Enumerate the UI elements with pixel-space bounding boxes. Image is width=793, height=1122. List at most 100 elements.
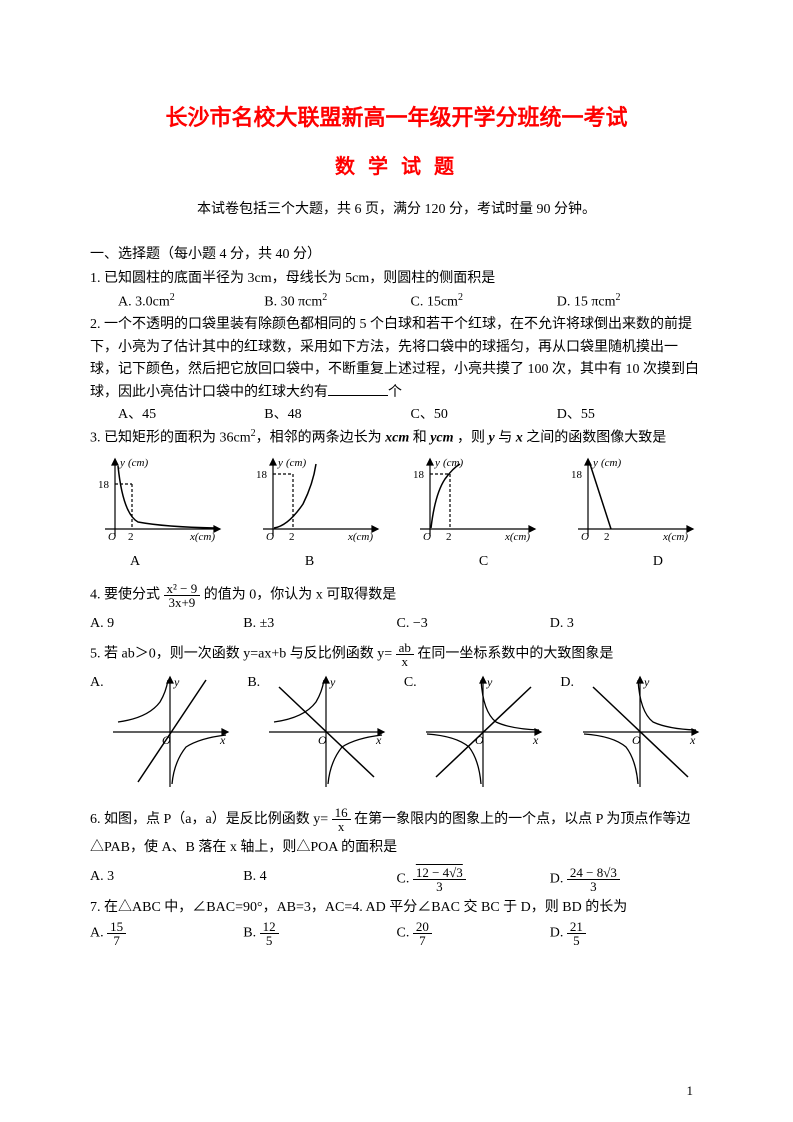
exam-title: 长沙市名校大联盟新高一年级开学分班统一考试 [90, 100, 703, 135]
q3-graph-labels: A B C D [90, 551, 703, 573]
svg-text:18: 18 [98, 479, 110, 491]
fraction-icon: x² − 9 3x+9 [164, 582, 201, 609]
svg-text:O: O [581, 531, 589, 543]
chart-icon: y O x [421, 672, 546, 792]
svg-text:O: O [162, 733, 171, 747]
q7-opt-b: B. 125 [243, 920, 396, 947]
svg-text:18: 18 [571, 469, 583, 481]
q3-graph-c: y(cm) 18 O 2 x(cm) [405, 454, 545, 549]
label-b: B [305, 551, 314, 573]
q7-opt-a: A. 157 [90, 920, 243, 947]
chart-icon: y O x [578, 672, 703, 792]
q2-opt-c: C、50 [411, 404, 557, 426]
q2-opt-a: A、45 [118, 404, 264, 426]
svg-text:(cm): (cm) [443, 457, 463, 469]
label-a: A [130, 551, 140, 573]
fraction-icon: 125 [260, 920, 279, 947]
svg-text:18: 18 [256, 469, 268, 481]
q4-options: A. 9 B. ±3 C. −3 D. 3 [90, 613, 703, 635]
svg-text:(cm): (cm) [286, 457, 306, 469]
q3-graph-b: y(cm) 18 O 2 x(cm) [248, 454, 388, 549]
svg-text:y: y [643, 675, 650, 689]
q5-graph-d: D. y O x [560, 672, 703, 792]
svg-text:O: O [108, 531, 116, 543]
svg-text:x: x [532, 733, 539, 747]
q4-opt-c: C. −3 [397, 613, 550, 635]
svg-text:y: y [173, 675, 180, 689]
q7-opt-c: C. 207 [397, 920, 550, 947]
exam-info: 本试卷包括三个大题，共 6 页，满分 120 分，考试时量 90 分钟。 [90, 199, 703, 221]
q3-graph-a: y(cm) 18 O 2 x(cm) [90, 454, 230, 549]
chart-icon: y(cm) 18 O 2 x(cm) [405, 454, 545, 549]
svg-text:y: y [592, 457, 598, 469]
fraction-icon: 215 [567, 920, 586, 947]
q1-opt-d: D. 15 πcm2 [557, 290, 703, 314]
question-4: 4. 要使分式 x² − 9 3x+9 的值为 0，你认为 x 可取得数是 [90, 582, 703, 609]
page-number: 1 [687, 1081, 694, 1102]
question-7: 7. 在△ABC 中，∠BAC=90°，AB=3，AC=4. AD 平分∠BAC… [90, 897, 703, 919]
q6-opt-a: A. 3 [90, 866, 243, 893]
q5-graph-a: A. y O x [90, 672, 233, 792]
q4-opt-d: D. 3 [550, 613, 703, 635]
q2-opt-d: D、55 [557, 404, 703, 426]
fraction-icon: 24 − 8√33 [567, 866, 620, 893]
svg-text:y: y [277, 457, 283, 469]
svg-text:y: y [434, 457, 440, 469]
svg-text:x(cm): x(cm) [189, 531, 215, 543]
q6-opt-c: C. 12 − 4√33 [397, 866, 550, 893]
label-c: C [479, 551, 488, 573]
fraction-icon: 207 [413, 920, 432, 947]
fraction-icon: 16 x [332, 806, 351, 833]
fraction-icon: ab x [396, 641, 414, 668]
svg-text:O: O [423, 531, 431, 543]
svg-text:x(cm): x(cm) [504, 531, 530, 543]
question-3: 3. 已知矩形的面积为 36cm2，相邻的两条边长为 xcm 和 ycm ，则 … [90, 426, 703, 450]
q6-opt-d: D. 24 − 8√33 [550, 866, 703, 893]
question-2: 2. 一个不透明的口袋里装有除颜色都相同的 5 个白球和若干个红球，在不允许将球… [90, 314, 703, 404]
q2-opt-b: B、48 [264, 404, 410, 426]
svg-text:x(cm): x(cm) [662, 531, 688, 543]
chart-icon: y(cm) 18 O 2 x(cm) [563, 454, 703, 549]
svg-text:x(cm): x(cm) [347, 531, 373, 543]
q5-graphs-row: A. y O x B. [90, 672, 703, 792]
svg-text:2: 2 [289, 531, 295, 543]
svg-text:O: O [266, 531, 274, 543]
q5-graph-b: B. y O x [247, 672, 389, 792]
q3-graph-d: y(cm) 18 O 2 x(cm) [563, 454, 703, 549]
q2-options: A、45 B、48 C、50 D、55 [90, 404, 703, 426]
label-d: D [653, 551, 663, 573]
svg-text:O: O [318, 733, 327, 747]
svg-text:x: x [689, 733, 696, 747]
svg-text:(cm): (cm) [128, 457, 148, 469]
svg-text:y: y [329, 675, 336, 689]
svg-text:O: O [632, 733, 641, 747]
chart-icon: y O x [108, 672, 233, 792]
q7-opt-d: D. 215 [550, 920, 703, 947]
q6-opt-b: B. 4 [243, 866, 396, 893]
q5-graph-c: C. y O x [404, 672, 546, 792]
svg-text:x: x [219, 733, 226, 747]
chart-icon: y(cm) 18 O 2 x(cm) [90, 454, 230, 549]
svg-text:18: 18 [413, 469, 425, 481]
svg-text:2: 2 [604, 531, 610, 543]
blank-answer [328, 382, 388, 396]
section-1-heading: 一、选择题（每小题 4 分，共 40 分） [90, 244, 703, 266]
fraction-icon: 157 [107, 920, 126, 947]
chart-icon: y O x [264, 672, 389, 792]
svg-text:O: O [475, 733, 484, 747]
svg-text:(cm): (cm) [601, 457, 621, 469]
question-5: 5. 若 ab＞0，则一次函数 y=ax+b 与反比例函数 y= ab x 在同… [90, 641, 703, 668]
q4-opt-b: B. ±3 [243, 613, 396, 635]
q1-opt-a: A. 3.0cm2 [118, 290, 264, 314]
q7-options: A. 157 B. 125 C. 207 D. 215 [90, 920, 703, 947]
q1-opt-b: B. 30 πcm2 [264, 290, 410, 314]
q4-opt-a: A. 9 [90, 613, 243, 635]
fraction-icon: 12 − 4√33 [413, 866, 466, 893]
svg-text:x: x [375, 733, 382, 747]
svg-text:y: y [119, 457, 125, 469]
chart-icon: y(cm) 18 O 2 x(cm) [248, 454, 388, 549]
question-6: 6. 如图，点 P（a，a）是反比例函数 y= 16 x 在第一象限内的图象上的… [90, 806, 703, 862]
exam-subtitle: 数 学 试 题 [90, 151, 703, 183]
svg-text:2: 2 [446, 531, 452, 543]
q1-options: A. 3.0cm2 B. 30 πcm2 C. 15cm2 D. 15 πcm2 [90, 290, 703, 314]
